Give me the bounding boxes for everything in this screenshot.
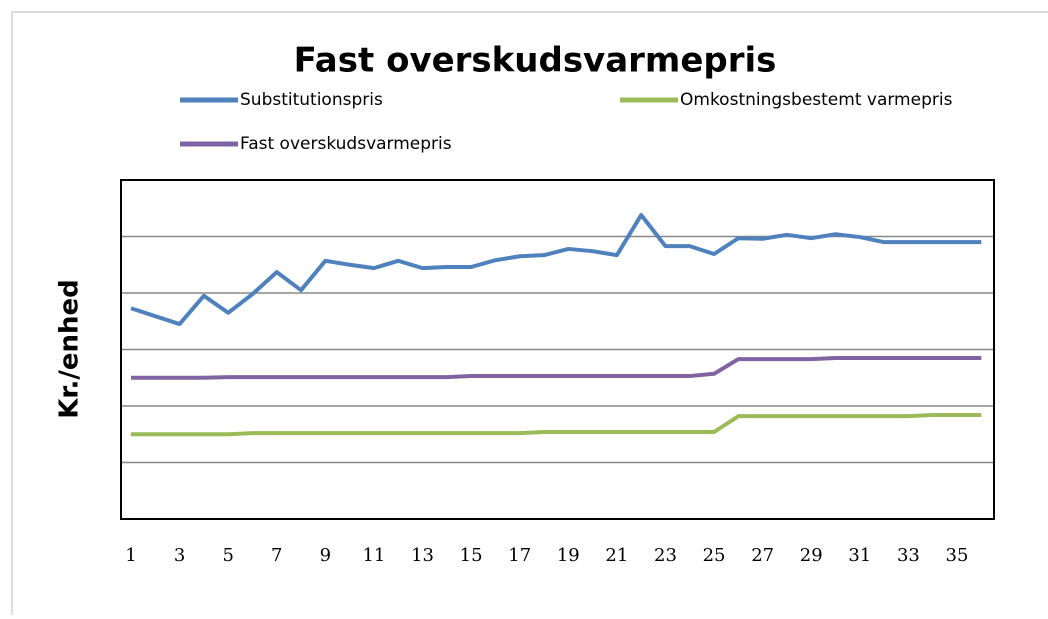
x-tick-label: 15 [460,545,483,566]
chart-title: Fast overskudsvarmepris [294,41,777,81]
legend-label: Fast overskudsvarmepris [240,134,452,154]
series-line [131,355,982,380]
series-line [130,213,982,327]
x-tick-label: 1 [125,545,136,566]
series-line [131,413,982,437]
x-tick-label: 23 [654,545,677,566]
x-tick-label: 31 [848,545,871,566]
x-tick-label: 33 [897,545,920,566]
x-tick-label: 27 [751,545,774,566]
frame [11,11,1048,619]
x-tick-label: 25 [703,545,726,566]
x-tick-label: 5 [222,545,233,566]
x-tick-label: 17 [508,545,531,566]
x-tick-label: 13 [411,545,434,566]
x-tick-label: 7 [271,545,282,566]
x-tick-label: 29 [800,545,823,566]
x-tick-label: 35 [946,545,969,566]
x-tick-label: 21 [605,545,628,566]
y-axis-label: Kr./enhed [55,279,85,419]
legend-label: Substitutionspris [240,90,383,110]
x-tick-label: 3 [174,545,185,566]
x-tick-label: 19 [557,545,580,566]
x-tick-label: 11 [362,545,385,566]
legend-label: Omkostningsbestemt varmepris [680,90,953,110]
x-tick-label: 9 [320,545,331,566]
plot-area [120,179,995,520]
